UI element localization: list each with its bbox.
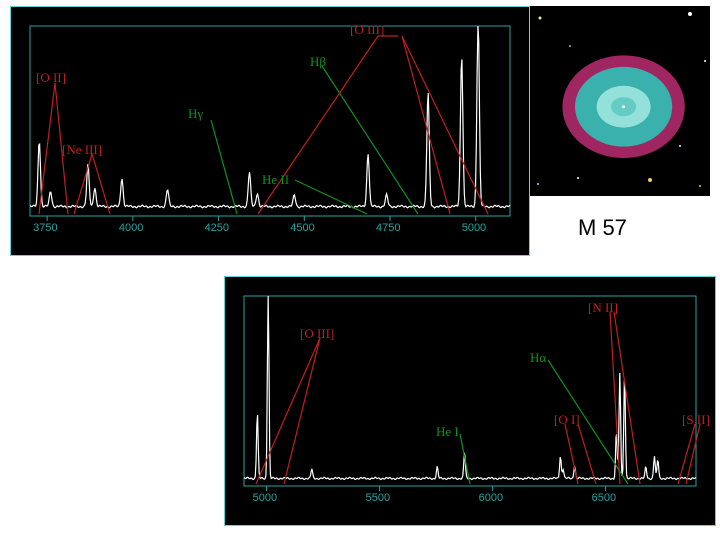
axis-tick-label: 5000 (462, 222, 486, 234)
axis-tick-label: 5500 (366, 492, 390, 504)
axis-tick-label: 6500 (592, 492, 616, 504)
bottom-spectrum-panel (224, 276, 716, 526)
axis-tick-label: 5000 (253, 492, 277, 504)
object-title: M 57 (578, 215, 627, 241)
axis-tick-label: 4250 (205, 222, 229, 234)
axis-tick-label: 3750 (33, 222, 57, 234)
axis-tick-label: 4000 (119, 222, 143, 234)
page-root: M 57 [O III]Hβ[O II]Hγ[Ne III]He II[N II… (0, 0, 720, 540)
top-spectrum-panel (10, 6, 530, 256)
nebula-image (530, 6, 710, 196)
axis-tick-label: 6000 (479, 492, 503, 504)
axis-tick-label: 4500 (290, 222, 314, 234)
axis-tick-label: 4750 (376, 222, 400, 234)
